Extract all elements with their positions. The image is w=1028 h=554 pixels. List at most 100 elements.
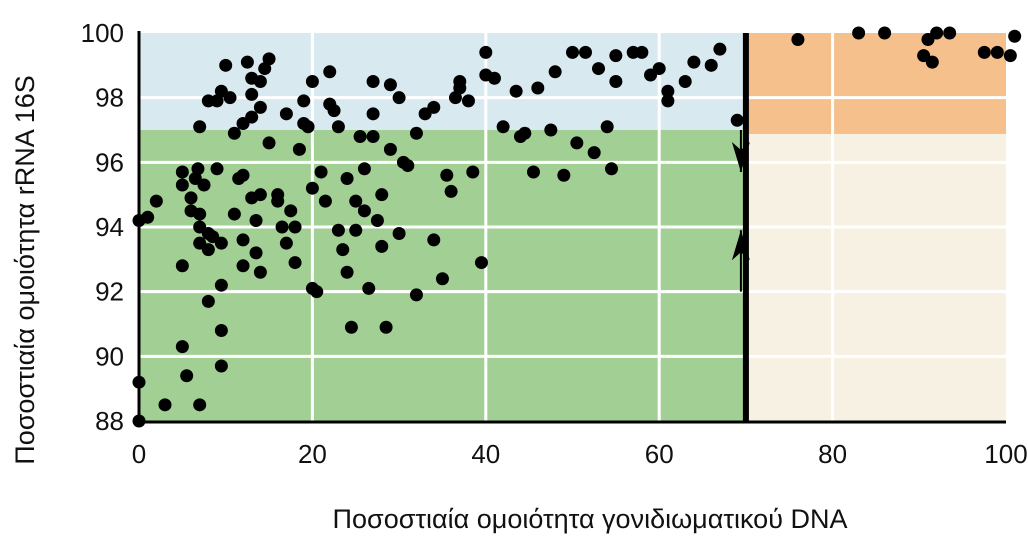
data-point	[292, 142, 306, 156]
data-point	[305, 75, 319, 88]
data-point	[925, 55, 939, 69]
y-tick-label: 94	[95, 212, 124, 242]
data-point	[466, 165, 480, 179]
data-point	[227, 126, 241, 140]
data-point	[687, 55, 701, 69]
data-point	[605, 162, 619, 176]
data-point	[175, 259, 189, 273]
data-point	[284, 204, 298, 218]
y-tick-label: 100	[81, 18, 124, 48]
data-point	[323, 65, 337, 79]
data-point	[340, 172, 354, 185]
data-point	[184, 191, 198, 205]
x-tick-label: 0	[132, 439, 146, 469]
region-high-rrna-high-dna	[745, 33, 1006, 134]
data-point	[526, 165, 540, 179]
y-tick-label: 98	[95, 83, 124, 113]
y-tick-label: 90	[95, 341, 124, 371]
data-point	[279, 107, 293, 121]
data-point	[271, 194, 285, 208]
data-point	[340, 265, 354, 279]
data-point	[275, 220, 289, 234]
data-point	[219, 58, 233, 72]
data-point	[453, 81, 467, 95]
data-point	[518, 126, 532, 140]
data-point	[227, 207, 241, 221]
data-point	[990, 45, 1004, 59]
y-tick-label: 96	[95, 147, 124, 177]
data-point	[496, 120, 510, 134]
data-point	[435, 272, 449, 286]
data-point	[548, 65, 562, 79]
data-point	[245, 110, 259, 124]
data-point	[288, 220, 302, 234]
data-point	[249, 246, 263, 260]
data-point	[600, 120, 614, 134]
region-low-rrna-high-dna	[745, 134, 1006, 421]
data-point	[1008, 29, 1022, 43]
data-point	[375, 188, 389, 202]
data-point	[383, 142, 397, 156]
data-point	[570, 136, 584, 150]
data-point	[579, 45, 593, 59]
data-point	[652, 62, 666, 76]
data-point	[301, 120, 315, 134]
data-point	[609, 75, 623, 88]
data-point	[223, 91, 237, 105]
data-point	[878, 26, 892, 40]
data-point	[262, 136, 276, 150]
data-point	[197, 178, 211, 192]
data-point	[448, 91, 462, 105]
data-point	[327, 104, 341, 118]
x-tick-labels: 0 20 40 60 80 100	[132, 439, 1028, 469]
data-point	[210, 162, 224, 176]
data-point	[353, 129, 367, 143]
data-point	[357, 162, 371, 176]
data-point	[336, 243, 350, 257]
data-point	[193, 398, 207, 412]
data-point	[544, 123, 558, 137]
data-point	[236, 168, 250, 182]
data-point	[592, 62, 606, 76]
data-point	[175, 178, 189, 192]
data-point	[440, 168, 454, 182]
data-point	[461, 94, 475, 108]
data-point	[253, 100, 267, 114]
data-point	[509, 84, 523, 98]
data-point	[305, 181, 319, 195]
x-tick-label: 60	[645, 439, 674, 469]
data-point	[240, 55, 254, 69]
data-point	[474, 256, 488, 270]
data-point	[236, 233, 250, 247]
data-point	[349, 223, 363, 237]
data-point	[366, 129, 380, 143]
data-point	[331, 223, 345, 237]
data-point	[661, 94, 675, 108]
threshold-line	[731, 33, 750, 421]
data-point	[245, 87, 259, 101]
data-point	[444, 184, 458, 198]
data-point	[930, 26, 944, 40]
data-point	[193, 120, 207, 134]
axes	[137, 31, 1006, 424]
data-point	[379, 320, 393, 334]
data-point	[349, 194, 363, 208]
x-tick-label: 20	[298, 439, 327, 469]
arrow-head	[731, 142, 750, 173]
data-point	[1003, 49, 1017, 63]
data-point	[262, 52, 276, 66]
data-point	[158, 398, 172, 412]
data-point	[214, 323, 228, 337]
data-point	[557, 168, 571, 182]
data-point	[635, 45, 649, 59]
data-point	[392, 226, 406, 240]
y-tick-label: 88	[95, 406, 124, 436]
data-point	[318, 194, 332, 208]
data-point	[253, 75, 267, 88]
data-point	[566, 45, 579, 59]
data-point	[331, 120, 345, 134]
data-point	[427, 233, 441, 247]
data-point	[314, 165, 328, 179]
data-point	[678, 75, 692, 88]
